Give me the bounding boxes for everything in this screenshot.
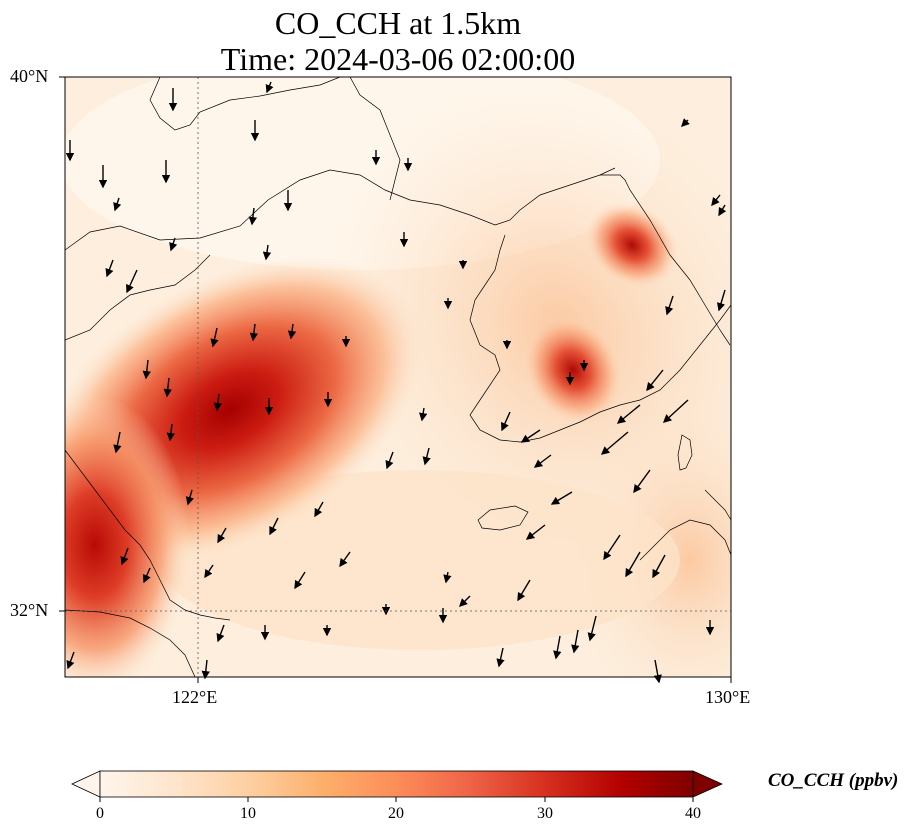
wind-arrow bbox=[616, 404, 641, 424]
wind-arrow bbox=[496, 647, 505, 668]
wind-arrow bbox=[213, 393, 223, 412]
colorbar-tick-30: 30 bbox=[537, 805, 553, 822]
plume-south-china-coast bbox=[65, 395, 190, 677]
wind-arrow bbox=[443, 571, 452, 584]
wind-arrow bbox=[216, 624, 225, 643]
wind-arrow bbox=[249, 323, 259, 342]
wind-arrow bbox=[600, 431, 629, 455]
wind-arrow bbox=[210, 327, 219, 348]
wind-arrow bbox=[142, 567, 151, 584]
map-title-line1: CO_CCH at 1.5km bbox=[274, 5, 522, 41]
wind-arrow bbox=[587, 615, 597, 642]
wind-arrow bbox=[553, 635, 562, 660]
wind-arrow bbox=[120, 547, 129, 566]
wind-arrow bbox=[625, 551, 641, 578]
wind-arrow bbox=[142, 359, 151, 380]
colorbar-label: CO_CCH (ppbv) bbox=[768, 770, 899, 791]
wind-arrow bbox=[665, 295, 674, 316]
wind-arrow bbox=[662, 399, 689, 423]
lon-label-130e: 130°E bbox=[705, 687, 751, 707]
colorbar-tick-0: 0 bbox=[96, 805, 104, 822]
wind-arrow bbox=[525, 524, 546, 540]
wind-arrow bbox=[185, 489, 194, 506]
wind-arrow bbox=[66, 651, 75, 670]
wind-arrow bbox=[718, 204, 727, 217]
wind-arrow bbox=[126, 269, 138, 294]
wind-arrow bbox=[419, 407, 428, 422]
wind-arrow bbox=[105, 259, 114, 278]
wind-arrow bbox=[653, 659, 662, 684]
wind-arrow bbox=[533, 454, 552, 468]
plume-korea-southwest bbox=[522, 314, 624, 426]
wind-arrow bbox=[166, 423, 176, 442]
wind-arrow bbox=[517, 579, 531, 602]
wind-arrow bbox=[520, 429, 541, 443]
wind-arrow bbox=[646, 369, 664, 392]
wind-arrow bbox=[571, 629, 580, 654]
wind-arrow bbox=[201, 659, 210, 680]
wind-arrow bbox=[204, 564, 214, 579]
colorbar-tick-10: 10 bbox=[240, 805, 256, 822]
lat-label-40n: 40°N bbox=[10, 66, 49, 86]
wind-arrow bbox=[716, 289, 726, 312]
wind-arrow bbox=[652, 554, 666, 579]
wind-arrow bbox=[339, 551, 351, 568]
lon-label-122e: 122°E bbox=[172, 687, 218, 707]
wind-arrow bbox=[169, 237, 178, 252]
wind-arrow bbox=[633, 469, 651, 494]
colorbar bbox=[71, 770, 723, 802]
map-frame bbox=[64, 76, 732, 678]
wind-arrow bbox=[711, 194, 721, 207]
wind-arrow bbox=[385, 451, 394, 470]
wind-arrow bbox=[314, 501, 324, 518]
wind-arrow bbox=[550, 491, 573, 505]
wind-arrow bbox=[217, 527, 227, 544]
wind-arrow bbox=[294, 571, 306, 590]
wind-arrow bbox=[422, 447, 431, 466]
map-title-line2: Time: 2024-03-06 02:00:00 bbox=[220, 41, 576, 77]
wind-arrow bbox=[459, 595, 471, 607]
wind-arrow bbox=[113, 197, 122, 212]
wind-arrow bbox=[501, 411, 511, 432]
wind-vectors bbox=[65, 81, 727, 684]
wind-arrow bbox=[113, 431, 122, 454]
colorbar-tick-20: 20 bbox=[388, 805, 404, 822]
plume-korea-north bbox=[585, 201, 679, 289]
wind-arrow bbox=[265, 81, 274, 94]
wind-arrow bbox=[603, 534, 621, 561]
lat-label-32n: 32°N bbox=[10, 600, 49, 620]
wind-arrow bbox=[163, 377, 172, 398]
colorbar-tick-40: 40 bbox=[685, 805, 701, 822]
wind-arrow bbox=[248, 207, 258, 226]
coastlines bbox=[65, 77, 731, 677]
wind-arrow bbox=[287, 323, 297, 340]
co-field bbox=[65, 77, 731, 677]
wind-arrow bbox=[262, 244, 272, 261]
wind-arrow bbox=[681, 118, 690, 127]
wind-arrow bbox=[269, 517, 279, 536]
